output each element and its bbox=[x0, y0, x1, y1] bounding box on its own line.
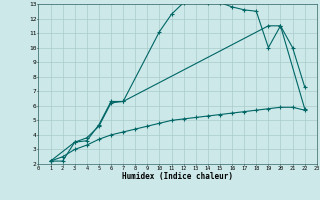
X-axis label: Humidex (Indice chaleur): Humidex (Indice chaleur) bbox=[122, 172, 233, 181]
